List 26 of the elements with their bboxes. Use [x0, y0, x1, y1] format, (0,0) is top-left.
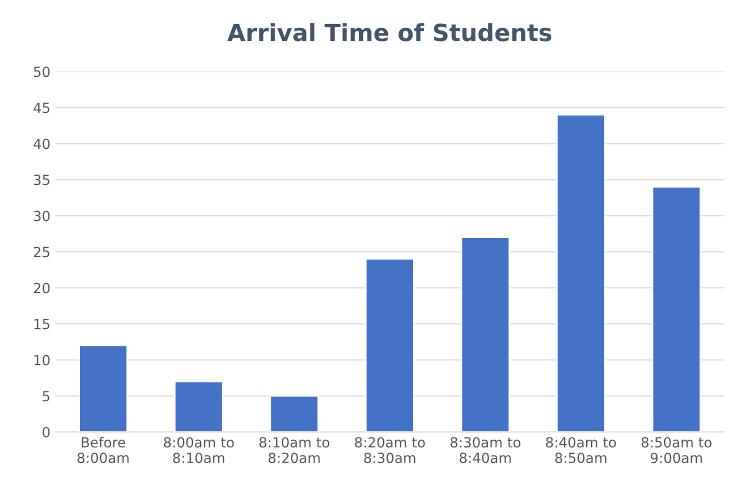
chart-title: Arrival Time of Students: [227, 23, 552, 42]
y-tick-label: 5: [42, 391, 50, 402]
bar: [174, 380, 224, 432]
x-tick-label: 8:00am to 8:10am: [164, 437, 234, 464]
x-tick-label: Before 8:00am: [78, 436, 129, 464]
x-tick-label: 8:20am to 8:30am: [354, 437, 425, 464]
y-tick-label: 20: [34, 282, 50, 294]
y-tick-label: 35: [34, 174, 50, 186]
y-tick-label: 10: [34, 354, 50, 366]
x-tick-label: 8:10am to 8:20am: [259, 437, 330, 464]
y-tick-label: 45: [34, 102, 50, 114]
bar: [78, 344, 128, 432]
bar: [270, 395, 319, 432]
y-tick-label: 50: [34, 66, 50, 78]
x-tick-label: 8:50am to 9:00am: [642, 437, 712, 464]
y-tick-label: 40: [34, 138, 50, 150]
bar: [556, 114, 606, 432]
x-tick-label: 8:40am to 8:50am: [546, 437, 616, 464]
y-tick-label: 30: [34, 210, 50, 222]
bar: [365, 258, 414, 432]
bar: [460, 236, 510, 432]
y-tick-label: 0: [42, 426, 50, 438]
x-tick-label: 8:30am to 8:40am: [450, 437, 520, 464]
y-tick-label: 25: [34, 246, 50, 258]
y-tick-label: 15: [34, 319, 50, 330]
bar: [652, 186, 702, 432]
